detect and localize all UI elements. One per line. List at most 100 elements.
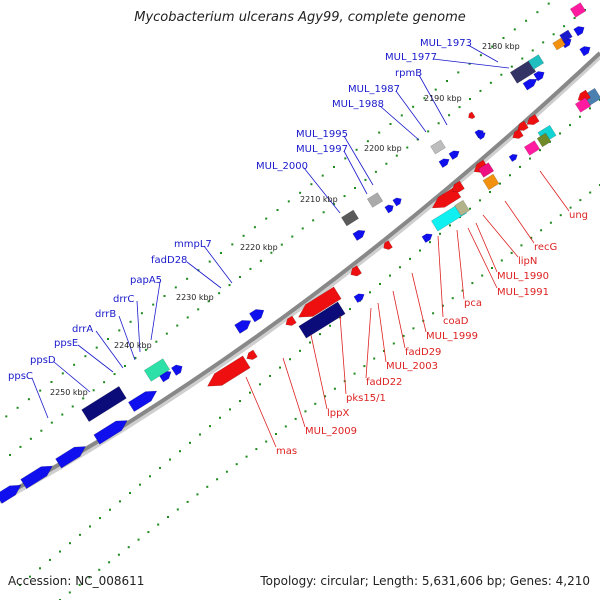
tick-dot <box>458 106 461 109</box>
tick-label: 2180 kbp <box>482 42 520 51</box>
tick-dot <box>269 374 271 377</box>
tick-dot <box>253 226 256 229</box>
tick-dot <box>395 154 398 157</box>
gene-forward <box>392 197 402 207</box>
leader-line <box>418 74 448 126</box>
tick-dot <box>449 224 451 227</box>
tick-dot <box>225 470 228 473</box>
tick-dot <box>439 232 441 235</box>
tick-dot <box>29 575 31 578</box>
leader-line <box>411 272 427 333</box>
tick-dot <box>536 11 539 14</box>
gene-forward <box>522 78 538 91</box>
tick-label: 2210 kbp <box>300 195 338 204</box>
accession-label: Accession: NC_008611 <box>8 574 145 588</box>
tick-dot <box>429 241 431 244</box>
forward-gene-label: MUL_1997 <box>296 144 348 155</box>
tick-dot <box>9 454 11 456</box>
tick-dot <box>27 398 30 401</box>
tick-dot <box>423 97 426 100</box>
gene-reverse <box>451 180 465 193</box>
gene-forward <box>20 465 53 490</box>
gene-reverse <box>526 114 540 125</box>
leader-line <box>437 235 444 318</box>
tick-dot <box>529 157 531 160</box>
tick-dot <box>569 124 571 127</box>
tick-dot <box>509 174 511 177</box>
leader-line <box>377 302 387 363</box>
tick-dot <box>231 243 234 246</box>
gene-reverse <box>350 265 362 277</box>
genome-summary: Topology: circular; Length: 5,631,606 bp… <box>260 574 590 588</box>
gene-reverse <box>512 128 524 139</box>
gene-forward <box>573 26 585 37</box>
tick-dot <box>39 389 42 392</box>
tick-dot <box>157 523 160 526</box>
tick-label: 2220 kbp <box>240 243 278 252</box>
tick-dot <box>392 342 395 345</box>
tick-dot <box>321 174 324 177</box>
labels: 2180 kbp 2190 kbp 2200 kbp 2210 kbp 2220 kbp… <box>8 38 588 457</box>
tick-dot <box>78 583 81 586</box>
tick-dot <box>399 266 401 269</box>
reverse-gene-label: fadD29 <box>405 347 441 358</box>
tick-dot <box>218 292 221 295</box>
tick-dot <box>294 417 297 420</box>
tick-label: 2200 kbp <box>364 144 402 153</box>
tick-dot <box>235 463 238 466</box>
leader-line <box>203 245 233 284</box>
tick-dot <box>437 122 440 125</box>
forward-gene-label: MUL_1987 <box>348 84 400 95</box>
tick-dot <box>419 249 421 252</box>
gene-forward <box>353 293 365 303</box>
tick-dot <box>129 320 132 323</box>
tick-dot <box>343 195 346 198</box>
tick-dot <box>299 349 301 352</box>
tick-dot <box>84 355 87 358</box>
tick-dot <box>275 433 277 435</box>
tick-dot <box>49 558 51 561</box>
tick-dot <box>219 416 221 419</box>
tick-dot <box>119 500 121 503</box>
reverse-gene-label: MUL_2003 <box>386 361 438 372</box>
tick-dot <box>279 366 281 369</box>
tick-dot <box>208 260 211 263</box>
tick-dot <box>61 413 64 416</box>
tick-dot <box>99 517 101 520</box>
tick-dot <box>412 105 415 108</box>
tick-dot <box>406 146 409 149</box>
tick-dot <box>513 28 516 31</box>
reverse-gene-label: pks15/1 <box>346 393 386 404</box>
tick-dot <box>379 282 381 285</box>
tick-dot <box>310 183 313 186</box>
leader-line <box>343 150 368 195</box>
leader-line <box>53 361 91 393</box>
tick-dot <box>89 525 91 528</box>
tick-dot <box>137 538 140 541</box>
tick-dot <box>239 276 241 278</box>
forward-gene-label: drrB <box>95 309 116 320</box>
tick-dot <box>259 383 261 386</box>
gene-forward <box>0 484 22 504</box>
tick-label: 2250 kbp <box>50 388 88 397</box>
tick-dot <box>385 162 388 165</box>
reverse-gene-label: mas <box>276 446 297 457</box>
leader-line <box>392 290 406 349</box>
tick-dot <box>519 165 521 168</box>
tick-dot <box>479 89 482 92</box>
tick-dot <box>489 81 492 84</box>
tick-dot <box>441 304 444 307</box>
tick-dot <box>510 251 513 254</box>
gene-reverse-magenta <box>574 97 592 113</box>
leader-line <box>467 44 499 63</box>
forward-gene-label: MUL_1973 <box>420 38 472 49</box>
tick-dot <box>363 365 366 368</box>
tick-dot <box>479 54 482 57</box>
tick-dot <box>107 338 109 340</box>
leader-line <box>343 135 374 186</box>
forward-gene-label: MUL_1977 <box>385 52 437 63</box>
tick-dot <box>354 187 356 189</box>
gene-reverse <box>207 355 251 387</box>
